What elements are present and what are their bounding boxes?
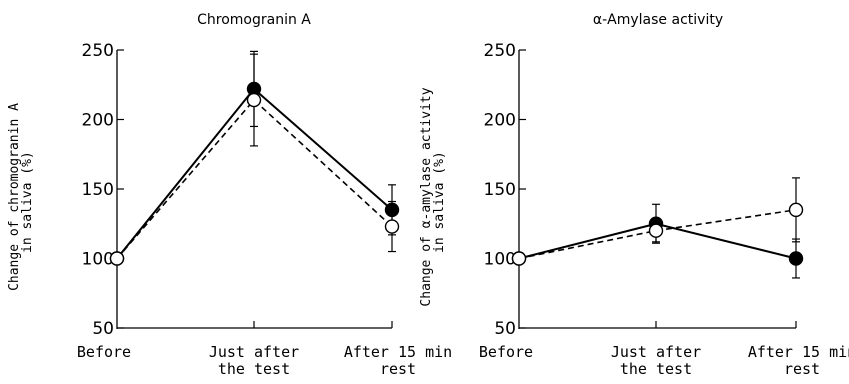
y-tick-label: 150 <box>82 180 114 200</box>
open-marker <box>511 251 527 266</box>
y-tick-label: 200 <box>484 111 516 131</box>
filled-marker <box>384 202 400 218</box>
open-marker <box>246 92 262 108</box>
y-tick-label: 50 <box>494 319 516 339</box>
chart-panel-1: Chromogranin A 50 100 150 200 250 Before Just a… <box>7 12 452 378</box>
chart-title: Chromogranin A <box>197 12 311 28</box>
y-axis-label: Change of chromogranin A <box>7 103 22 291</box>
open-marker <box>648 223 664 238</box>
open-marker <box>384 219 400 234</box>
y-tick-label: 50 <box>92 319 114 339</box>
x-tick-label: Before <box>479 343 533 361</box>
y-axis-label-line2: in saliva (%) <box>20 151 35 253</box>
y-tick-label: 200 <box>82 111 114 131</box>
x-tick-label: Just after the test <box>611 343 701 378</box>
x-tick-label: After 15 min rest <box>748 343 849 378</box>
open-marker <box>788 202 804 218</box>
series-line <box>116 98 393 260</box>
filled-marker <box>788 251 804 266</box>
x-tick-label: After 15 min rest <box>344 343 452 378</box>
chart-title: α-Amylase activity <box>593 12 723 28</box>
y-tick-label: 250 <box>82 41 114 61</box>
y-axis-label: Change of α-amylase activity <box>419 87 434 306</box>
series-line <box>518 209 797 260</box>
x-tick-label: Before <box>77 343 131 361</box>
y-axis-label-line2: in saliva (%) <box>432 151 447 253</box>
y-tick-label: 250 <box>484 41 516 61</box>
y-tick-label: 100 <box>484 250 516 270</box>
y-tick-label: 100 <box>82 250 114 270</box>
x-tick-label: Just after the test <box>209 343 299 378</box>
y-tick-label: 150 <box>484 180 516 200</box>
chart-panel-2: α-Amylase activity 50 100 150 200 250 Before Ju… <box>419 12 849 378</box>
open-marker <box>109 251 125 266</box>
